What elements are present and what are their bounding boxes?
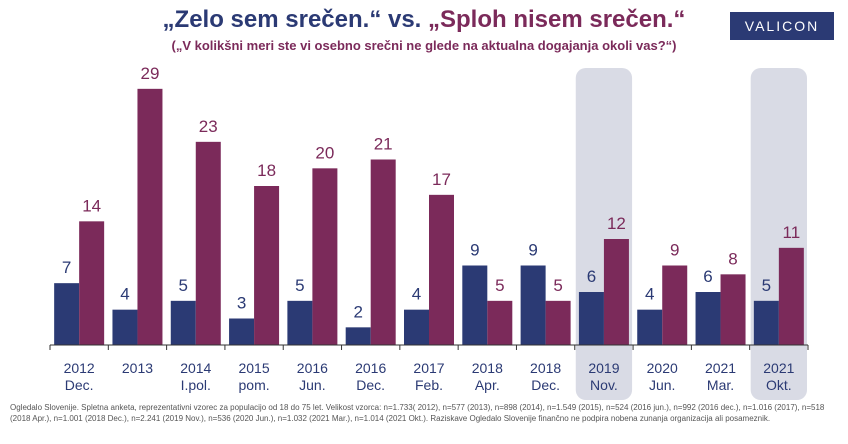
x-tick-label: 2016: [355, 360, 386, 376]
bar: [404, 309, 429, 345]
bar: [662, 265, 688, 345]
bar: [287, 300, 313, 345]
x-tick-label: Jun.: [299, 377, 325, 393]
valicon-logo: VALICON: [730, 12, 834, 40]
x-tick-label: 2012: [64, 360, 95, 376]
chart-title: „Zelo sem srečen.“ vs. „Sploh nisem sreč…: [0, 6, 848, 34]
bar: [195, 141, 221, 345]
x-tick-label: 2014: [180, 360, 211, 376]
data-label: 14: [82, 196, 101, 215]
x-tick-label: Dec.: [356, 377, 385, 393]
data-label: 9: [670, 241, 679, 260]
data-label: 6: [587, 267, 596, 286]
x-tick-label: Dec.: [531, 377, 560, 393]
bar: [578, 292, 604, 345]
x-tick-label: Dec.: [65, 377, 94, 393]
x-tick-label: Mar.: [707, 377, 734, 393]
x-tick-label: Apr.: [475, 377, 500, 393]
bar: [637, 309, 663, 345]
x-tick-label: 2015: [238, 360, 269, 376]
title-not-happy: „Sploh nisem srečen.“: [428, 6, 686, 33]
bar: [778, 247, 804, 345]
data-label: 9: [528, 241, 537, 260]
data-label: 5: [295, 276, 304, 295]
bar: [753, 300, 779, 345]
bar: [312, 168, 338, 345]
x-tick-label: Feb.: [415, 377, 443, 393]
data-label: 7: [62, 258, 71, 277]
bar: [79, 221, 105, 345]
bar: [520, 265, 546, 345]
data-label: 20: [315, 143, 334, 162]
data-label: 4: [120, 285, 129, 304]
x-tick-label: Okt.: [766, 377, 792, 393]
x-tick-label: 2016: [297, 360, 328, 376]
bar: [487, 300, 513, 345]
data-label: 23: [199, 117, 218, 136]
x-tick-label: 2018: [472, 360, 503, 376]
x-tick-label: 2017: [413, 360, 444, 376]
data-label: 5: [553, 276, 562, 295]
bar: [370, 159, 396, 345]
data-label: 9: [470, 241, 479, 260]
bar: [137, 88, 163, 345]
data-label: 29: [141, 64, 160, 83]
data-label: 21: [374, 135, 393, 154]
bar: [345, 327, 371, 345]
data-label: 3: [237, 294, 246, 313]
bar: [254, 186, 280, 345]
x-tick-label: pom.: [239, 377, 270, 393]
bar: [545, 300, 571, 345]
bar: [429, 194, 454, 345]
data-label: 4: [412, 285, 421, 304]
data-label: 18: [257, 161, 276, 180]
x-tick-label: Jun.: [649, 377, 675, 393]
bar: [170, 300, 196, 345]
bar: [229, 318, 255, 345]
data-label: 6: [703, 267, 712, 286]
chart-subtitle: („V kolikšni meri ste vi osebno srečni n…: [171, 38, 677, 53]
x-tick-label: 2021: [763, 360, 794, 376]
data-label: 12: [607, 214, 626, 233]
x-tick-label: 2021: [705, 360, 736, 376]
x-tick-label: Nov.: [590, 377, 618, 393]
data-label: 2: [353, 302, 362, 321]
title-vs: vs.: [381, 6, 429, 33]
data-label: 4: [645, 285, 654, 304]
data-label: 5: [762, 276, 771, 295]
x-tick-label: 2020: [647, 360, 678, 376]
bar: [695, 292, 721, 345]
bar: [720, 274, 746, 345]
bar: [112, 309, 138, 345]
data-label: 5: [495, 276, 504, 295]
x-tick-label: 2013: [122, 360, 153, 376]
data-label: 8: [728, 249, 737, 268]
footnote: Ogledalo Slovenije. Spletna anketa, repr…: [10, 403, 825, 423]
x-tick-label: 2018: [530, 360, 561, 376]
bar: [462, 265, 488, 345]
title-very-happy: „Zelo sem srečen.“: [162, 6, 382, 33]
data-label: 17: [432, 170, 451, 189]
highlight-panel: [575, 68, 633, 400]
x-tick-label: I.pol.: [181, 377, 211, 393]
x-tick-label: 2019: [588, 360, 619, 376]
bar: [603, 239, 629, 345]
data-label: 11: [783, 223, 801, 242]
data-label: 5: [179, 276, 188, 295]
bar: [54, 283, 80, 345]
